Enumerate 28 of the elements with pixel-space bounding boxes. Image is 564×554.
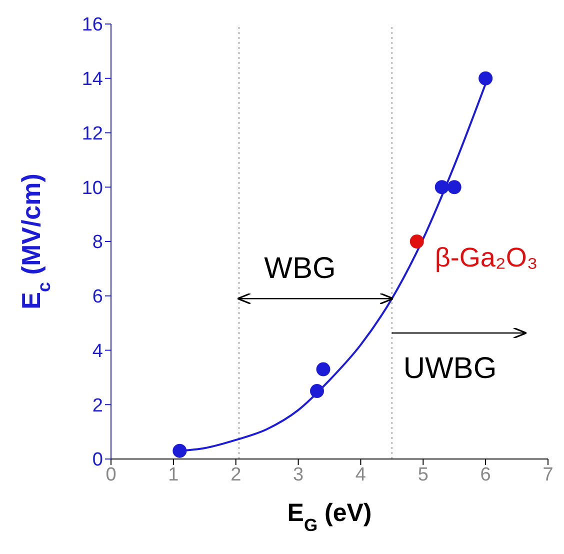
y-tick-label: 8 [92,232,103,254]
y-tick-label: 4 [92,340,104,362]
x-tick-label: 3 [292,464,304,486]
point [410,234,424,248]
point [478,71,493,86]
y-tick-label: 14 [82,69,104,90]
x-tick-label: 4 [355,464,366,486]
point [172,444,187,458]
x-tick-label: 2 [230,464,242,486]
y-tick-label: 10 [82,178,103,199]
y-tick-label: 12 [82,123,103,144]
y-tick-label: 6 [92,286,103,308]
y-tick-label: 0 [92,450,103,471]
annotation: UWBG [403,352,497,385]
x-axis-title: E$_{G}$ (eV) [287,499,372,535]
series-label: β-Ga₂O₃ [434,242,538,273]
x-tick-label: 7 [542,464,554,486]
x-tick-label: 0 [106,464,116,486]
x-tick-label: 5 [418,464,428,486]
y-tick-label: 16 [82,14,103,36]
point [316,362,330,376]
annotation: WBG [264,252,336,285]
x-tick-label: 1 [168,464,179,486]
point [310,384,324,398]
point [434,180,449,194]
x-tick-label: 6 [480,464,491,486]
point [447,180,462,194]
y-tick-label: 2 [92,395,103,416]
